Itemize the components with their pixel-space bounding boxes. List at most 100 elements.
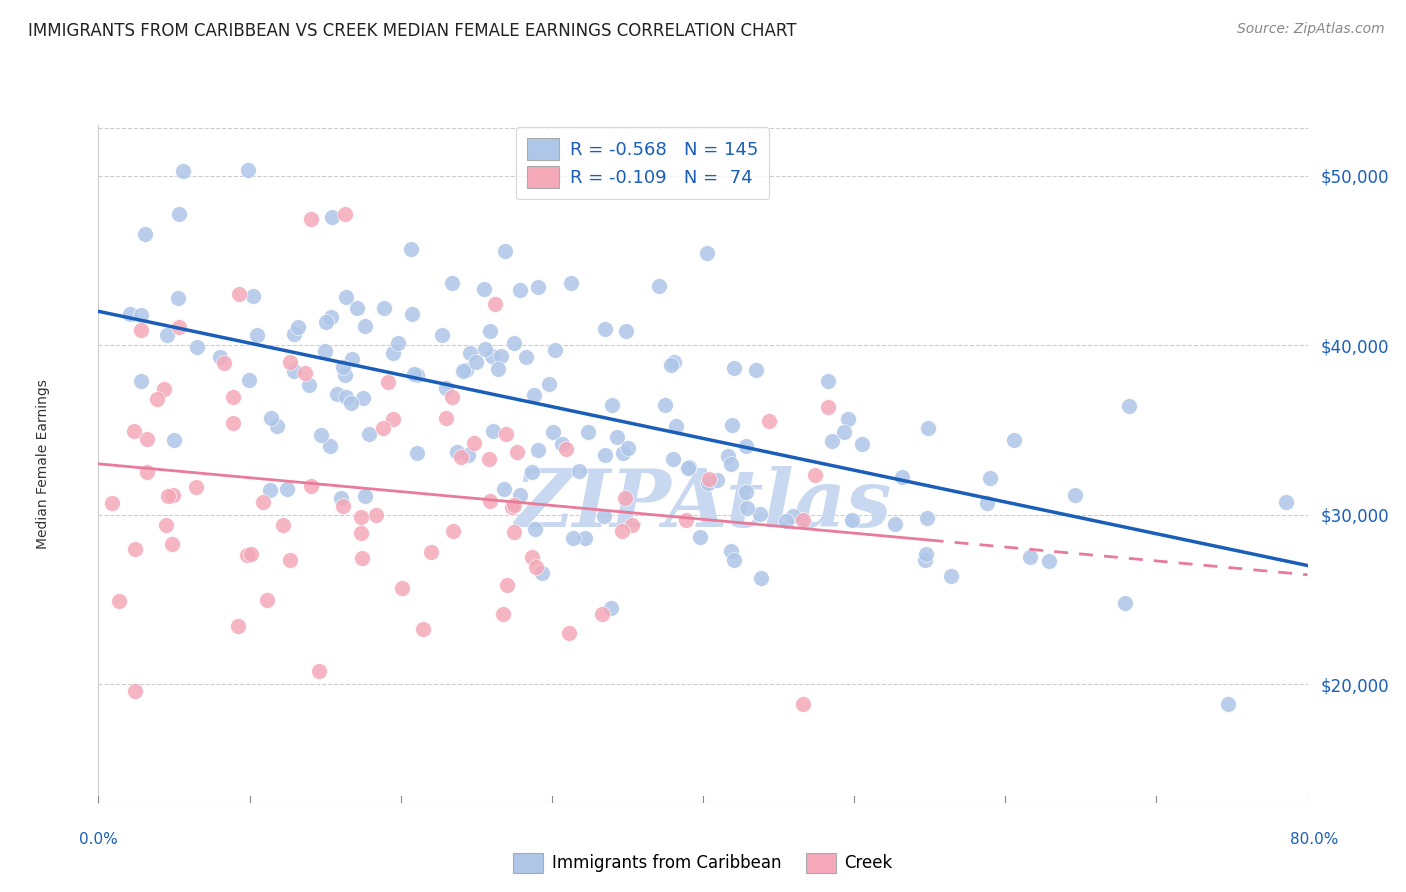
Point [678,461,700,475]
Point [675,513,697,527]
Point [914,552,936,566]
Point [441,524,464,538]
Point [939,569,962,583]
Point [440,390,463,404]
Point [340,396,363,410]
Point [167,207,190,221]
Point [381,412,404,426]
Point [325,386,347,401]
Point [600,398,623,412]
Point [610,524,633,538]
Point [817,401,839,415]
Point [209,351,232,365]
Point [222,417,245,431]
Point [162,488,184,502]
Point [851,436,873,450]
Point [979,471,1001,485]
Point [458,346,481,360]
Point [346,301,368,316]
Point [662,452,685,467]
Point [299,479,322,493]
Point [172,164,194,178]
Point [131,323,153,337]
Point [503,498,526,512]
Point [169,319,191,334]
Point [124,541,146,556]
Point [502,525,524,540]
Point [454,362,477,376]
Point [167,291,190,305]
Point [662,354,685,368]
Point [100,496,122,510]
Point [283,327,305,342]
Point [226,619,249,633]
Point [665,419,688,434]
Point [720,418,742,433]
Point [917,421,939,435]
Point [246,327,269,342]
Point [792,513,814,527]
Point [503,336,526,351]
Point [654,398,676,412]
Point [440,276,463,290]
Point [648,278,671,293]
Point [330,491,353,505]
Point [136,465,159,479]
Point [509,283,531,297]
Point [108,594,131,608]
Point [252,494,274,508]
Point [298,377,321,392]
Point [915,511,938,525]
Text: 80.0%: 80.0% [1291,832,1339,847]
Point [136,432,159,446]
Point [309,428,332,442]
Point [506,444,529,458]
Point [235,548,257,562]
Text: 0.0%: 0.0% [79,832,118,847]
Point [314,343,336,358]
Point [600,600,623,615]
Legend: R = -0.568   N = 145, R = -0.109   N =  74: R = -0.568 N = 145, R = -0.109 N = 74 [516,128,769,199]
Point [976,496,998,510]
Point [335,368,357,382]
Point [319,310,342,325]
Point [457,448,479,462]
Point [523,522,546,536]
Point [530,566,553,581]
Point [299,211,322,226]
Point [612,446,634,460]
Legend: Immigrants from Caribbean, Creek: Immigrants from Caribbean, Creek [506,847,900,880]
Point [616,441,638,455]
Point [592,508,614,523]
Point [492,607,515,622]
Point [614,491,637,505]
Point [129,308,152,322]
Point [478,324,501,338]
Point [560,277,582,291]
Point [544,343,567,357]
Point [402,367,425,381]
Point [555,442,578,456]
Point [124,684,146,698]
Point [406,446,429,460]
Point [735,484,758,499]
Point [259,410,281,425]
Point [271,518,294,533]
Point [129,374,152,388]
Point [678,459,700,474]
Point [482,424,505,438]
Point [387,335,409,350]
Point [1274,495,1296,509]
Point [834,425,856,440]
Point [496,578,519,592]
Point [145,392,167,407]
Point [256,592,278,607]
Point [464,355,486,369]
Point [120,307,142,321]
Point [332,359,354,374]
Point [184,480,207,494]
Point [593,448,616,462]
Point [354,318,377,333]
Point [593,322,616,336]
Point [689,530,711,544]
